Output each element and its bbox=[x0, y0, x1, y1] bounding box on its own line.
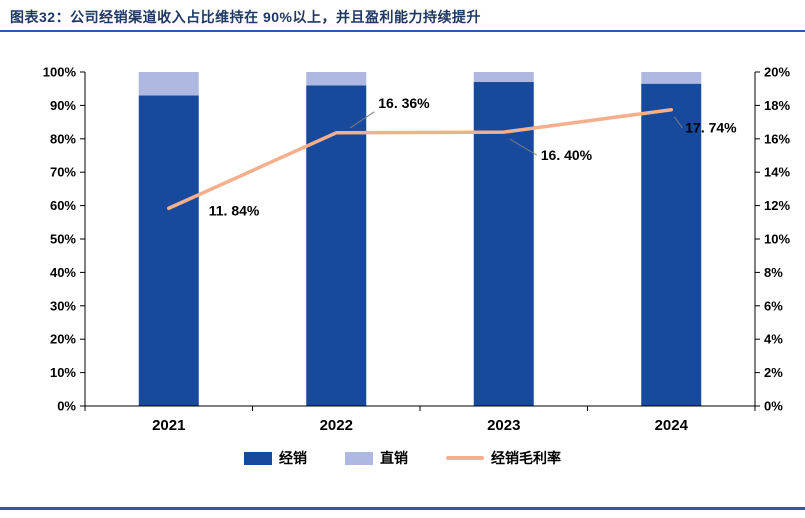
svg-text:8%: 8% bbox=[764, 265, 783, 280]
chart-legend: 经销 直销 经销毛利率 bbox=[0, 448, 805, 468]
svg-text:10%: 10% bbox=[764, 232, 790, 247]
svg-text:6%: 6% bbox=[764, 298, 783, 313]
svg-text:10%: 10% bbox=[50, 365, 76, 380]
legend-item-direct: 直销 bbox=[345, 448, 408, 468]
svg-text:14%: 14% bbox=[764, 165, 790, 180]
svg-text:40%: 40% bbox=[50, 265, 76, 280]
svg-text:18%: 18% bbox=[764, 98, 790, 113]
svg-text:4%: 4% bbox=[764, 332, 783, 347]
svg-text:2024: 2024 bbox=[655, 417, 689, 434]
svg-text:16. 40%: 16. 40% bbox=[541, 147, 593, 163]
svg-text:2021: 2021 bbox=[152, 417, 185, 434]
svg-text:80%: 80% bbox=[50, 131, 76, 146]
legend-label-direct: 直销 bbox=[380, 450, 408, 466]
svg-text:100%: 100% bbox=[43, 65, 77, 80]
legend-swatch-distribution bbox=[244, 451, 272, 465]
chart-title: 图表32：公司经销渠道收入占比维持在 90%以上，并且盈利能力持续提升 bbox=[10, 9, 481, 25]
svg-text:0%: 0% bbox=[57, 399, 76, 414]
bottom-divider bbox=[0, 507, 805, 510]
legend-item-margin-line: 经销毛利率 bbox=[446, 448, 561, 468]
svg-text:2022: 2022 bbox=[320, 417, 353, 434]
svg-text:2%: 2% bbox=[764, 365, 783, 380]
svg-text:60%: 60% bbox=[50, 198, 76, 213]
legend-swatch-direct bbox=[345, 451, 373, 465]
legend-label-distribution: 经销 bbox=[279, 450, 307, 466]
svg-text:0%: 0% bbox=[764, 399, 783, 414]
svg-text:30%: 30% bbox=[50, 298, 76, 313]
svg-text:16%: 16% bbox=[764, 131, 790, 146]
svg-text:20%: 20% bbox=[764, 65, 790, 80]
svg-text:17. 74%: 17. 74% bbox=[685, 120, 737, 136]
svg-text:16. 36%: 16. 36% bbox=[378, 95, 430, 111]
svg-text:20%: 20% bbox=[50, 332, 76, 347]
svg-text:50%: 50% bbox=[50, 232, 76, 247]
legend-label-margin-line: 经销毛利率 bbox=[491, 450, 561, 466]
svg-text:11. 84%: 11. 84% bbox=[209, 202, 260, 218]
legend-item-distribution: 经销 bbox=[244, 448, 307, 468]
svg-text:2023: 2023 bbox=[487, 417, 520, 434]
svg-text:12%: 12% bbox=[764, 198, 790, 213]
svg-text:70%: 70% bbox=[50, 165, 76, 180]
title-divider bbox=[0, 30, 805, 32]
svg-text:90%: 90% bbox=[50, 98, 76, 113]
legend-swatch-margin-line bbox=[446, 456, 484, 460]
